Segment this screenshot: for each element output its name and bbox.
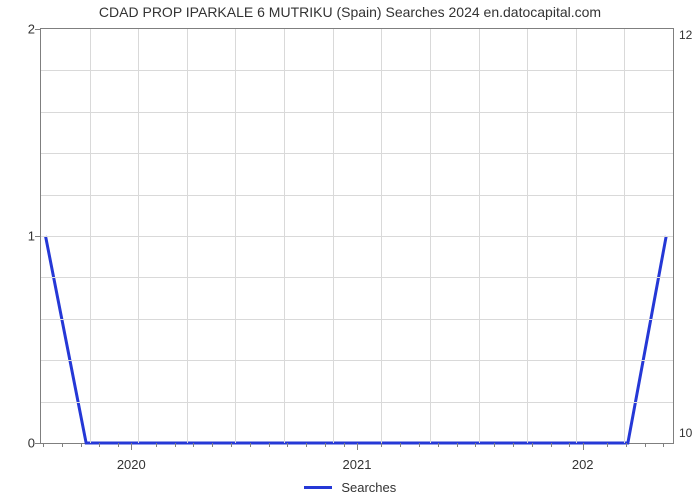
x-axis-minor-tick bbox=[645, 443, 646, 447]
x-axis-minor-tick bbox=[438, 443, 439, 447]
x-axis-minor-tick bbox=[81, 443, 82, 447]
x-axis-minor-tick bbox=[269, 443, 270, 447]
grid-line-vertical bbox=[624, 29, 625, 443]
grid-line-vertical bbox=[576, 29, 577, 443]
grid-line-horizontal bbox=[41, 277, 673, 278]
x-axis-minor-tick bbox=[325, 443, 326, 447]
y-axis-secondary-label: 12 bbox=[673, 28, 692, 42]
grid-line-vertical bbox=[187, 29, 188, 443]
chart-title: CDAD PROP IPARKALE 6 MUTRIKU (Spain) Sea… bbox=[0, 4, 700, 20]
x-axis-minor-tick bbox=[569, 443, 570, 447]
grid-line-vertical bbox=[90, 29, 91, 443]
legend-swatch bbox=[304, 486, 332, 489]
x-axis-minor-tick bbox=[156, 443, 157, 447]
x-axis-minor-tick bbox=[419, 443, 420, 447]
grid-line-vertical bbox=[235, 29, 236, 443]
grid-line-vertical bbox=[479, 29, 480, 443]
y-axis-tick-label: 1 bbox=[28, 229, 41, 244]
grid-line-horizontal bbox=[41, 319, 673, 320]
grid-line-vertical bbox=[284, 29, 285, 443]
x-axis-minor-tick bbox=[494, 443, 495, 447]
grid-line-horizontal bbox=[41, 195, 673, 196]
x-axis-minor-tick bbox=[212, 443, 213, 447]
x-axis-minor-tick bbox=[344, 443, 345, 447]
plot-area: 012101220202021202 bbox=[40, 28, 674, 444]
x-axis-minor-tick bbox=[400, 443, 401, 447]
x-axis-minor-tick bbox=[306, 443, 307, 447]
grid-line-horizontal bbox=[41, 236, 673, 237]
y-axis-tick-label: 0 bbox=[28, 436, 41, 451]
chart-container: CDAD PROP IPARKALE 6 MUTRIKU (Spain) Sea… bbox=[0, 0, 700, 500]
grid-line-vertical bbox=[138, 29, 139, 443]
x-axis-minor-tick bbox=[43, 443, 44, 447]
x-axis-minor-tick bbox=[287, 443, 288, 447]
x-axis-tick-label: 202 bbox=[572, 443, 594, 472]
grid-line-horizontal bbox=[41, 70, 673, 71]
x-axis-minor-tick bbox=[607, 443, 608, 447]
grid-line-vertical bbox=[430, 29, 431, 443]
x-axis-minor-tick bbox=[250, 443, 251, 447]
x-axis-minor-tick bbox=[626, 443, 627, 447]
y-axis-secondary-label: 10 bbox=[673, 426, 692, 440]
x-axis-tick-label: 2021 bbox=[343, 443, 372, 472]
x-axis-minor-tick bbox=[513, 443, 514, 447]
grid-line-horizontal bbox=[41, 360, 673, 361]
grid-line-vertical bbox=[333, 29, 334, 443]
x-axis-minor-tick bbox=[457, 443, 458, 447]
x-axis-minor-tick bbox=[663, 443, 664, 447]
legend-label: Searches bbox=[341, 480, 396, 495]
legend: Searches bbox=[0, 479, 700, 495]
x-axis-minor-tick bbox=[175, 443, 176, 447]
x-axis-minor-tick bbox=[62, 443, 63, 447]
x-axis-minor-tick bbox=[475, 443, 476, 447]
y-axis-tick-label: 2 bbox=[28, 22, 41, 37]
x-axis-minor-tick bbox=[381, 443, 382, 447]
grid-line-vertical bbox=[527, 29, 528, 443]
x-axis-minor-tick bbox=[231, 443, 232, 447]
grid-line-horizontal bbox=[41, 153, 673, 154]
grid-line-horizontal bbox=[41, 112, 673, 113]
x-axis-minor-tick bbox=[118, 443, 119, 447]
x-axis-minor-tick bbox=[193, 443, 194, 447]
grid-line-horizontal bbox=[41, 402, 673, 403]
x-axis-minor-tick bbox=[99, 443, 100, 447]
x-axis-tick-label: 2020 bbox=[117, 443, 146, 472]
grid-line-vertical bbox=[381, 29, 382, 443]
x-axis-minor-tick bbox=[532, 443, 533, 447]
x-axis-minor-tick bbox=[551, 443, 552, 447]
